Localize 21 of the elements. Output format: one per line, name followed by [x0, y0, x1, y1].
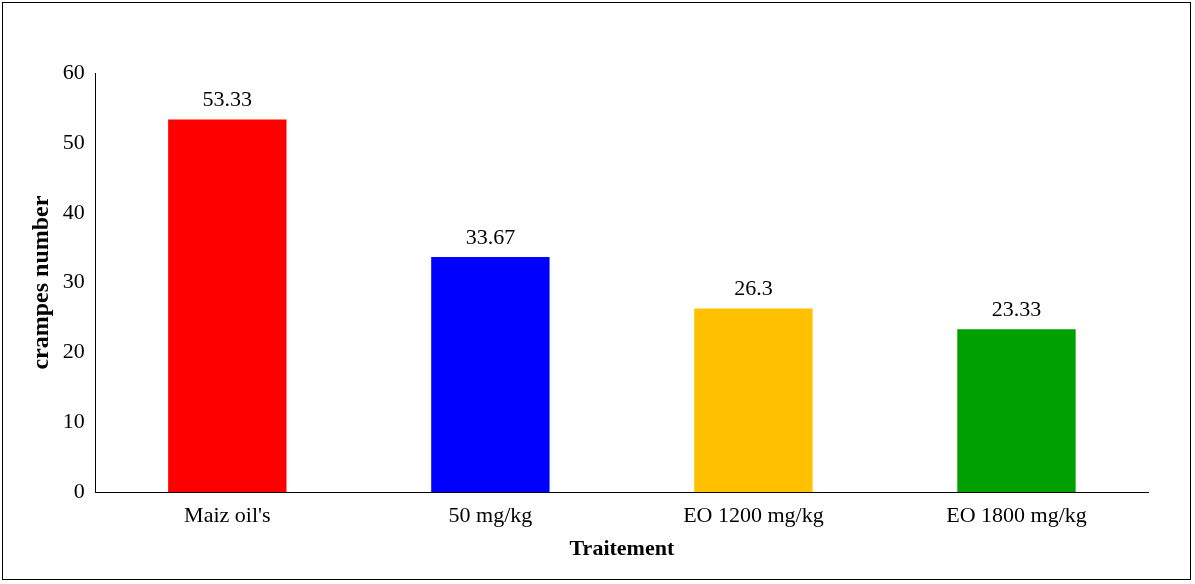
x-tick-label: Maiz oil's: [184, 502, 271, 528]
x-axis-title: Traitement: [569, 535, 675, 561]
x-tick-label: EO 1800 mg/kg: [946, 502, 1087, 528]
data-label: 26.3: [734, 275, 773, 301]
data-label: 53.33: [202, 86, 253, 112]
bar: [168, 119, 287, 493]
y-tick-label: 30: [62, 268, 85, 294]
data-label: 23.33: [991, 295, 1042, 321]
y-tick-label: 40: [62, 198, 85, 224]
bar: [957, 329, 1076, 493]
x-tick-label: 50 mg/kg: [448, 502, 533, 528]
data-label: 33.67: [465, 223, 516, 249]
y-tick-label: 0: [73, 477, 85, 503]
bar: [694, 308, 813, 493]
y-tick-label: 50: [62, 128, 85, 154]
y-tick-label: 20: [62, 338, 85, 364]
y-tick-label: 10: [62, 408, 85, 434]
x-tick-label: EO 1200 mg/kg: [683, 502, 824, 528]
y-tick-label: 60: [62, 58, 85, 84]
y-axis-title: crampes number: [26, 195, 53, 370]
bar: [431, 256, 550, 493]
